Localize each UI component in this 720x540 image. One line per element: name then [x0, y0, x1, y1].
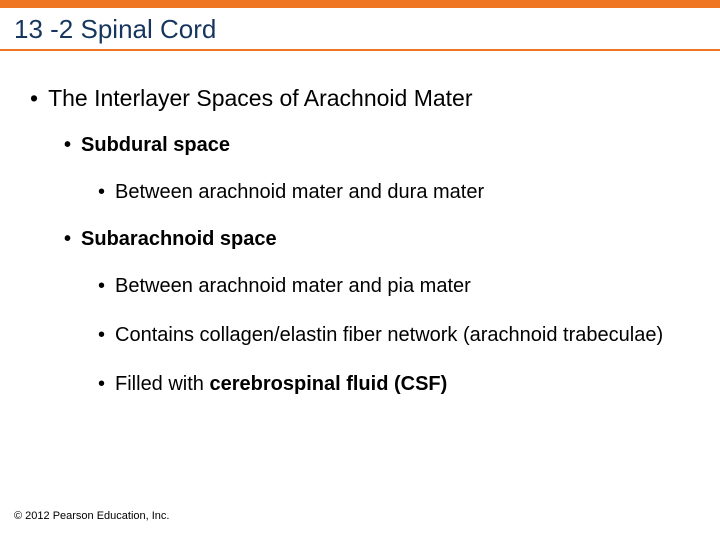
slide-title: 13 -2 Spinal Cord	[0, 8, 216, 49]
top-accent-bar	[0, 0, 720, 8]
bullet-level3: • Between arachnoid mater and dura mater	[98, 179, 680, 206]
bullet-text: Contains collagen/elastin fiber network …	[115, 322, 663, 349]
bullet-text-pre: Filled with	[115, 373, 209, 395]
bullet-text: Between arachnoid mater and dura mater	[115, 179, 484, 206]
bullet-marker: •	[98, 273, 105, 300]
bullet-text: Filled with cerebrospinal fluid (CSF)	[115, 371, 447, 398]
bullet-marker: •	[98, 322, 105, 349]
content-area: • The Interlayer Spaces of Arachnoid Mat…	[0, 51, 720, 398]
bullet-level1: • The Interlayer Spaces of Arachnoid Mat…	[30, 85, 680, 112]
bullet-marker: •	[64, 228, 71, 251]
bullet-text: Subdural space	[81, 134, 230, 157]
bullet-marker: •	[98, 371, 105, 398]
bullet-marker: •	[98, 179, 105, 206]
bullet-text-bold: cerebrospinal fluid (CSF)	[210, 373, 448, 395]
bullet-level3: • Filled with cerebrospinal fluid (CSF)	[98, 371, 680, 398]
bullet-level3: • Between arachnoid mater and pia mater	[98, 273, 680, 300]
bullet-level2: • Subarachnoid space	[64, 228, 680, 251]
bullet-level3: • Contains collagen/elastin fiber networ…	[98, 322, 680, 349]
copyright-footer: © 2012 Pearson Education, Inc.	[14, 510, 169, 522]
bullet-level2: • Subdural space	[64, 134, 680, 157]
bullet-text: Between arachnoid mater and pia mater	[115, 273, 471, 300]
title-row: 13 -2 Spinal Cord	[0, 8, 720, 49]
bullet-marker: •	[30, 85, 38, 112]
bullet-text: Subarachnoid space	[81, 228, 277, 251]
bullet-marker: •	[64, 134, 71, 157]
slide: 13 -2 Spinal Cord • The Interlayer Space…	[0, 0, 720, 540]
bullet-text: The Interlayer Spaces of Arachnoid Mater	[48, 85, 472, 112]
